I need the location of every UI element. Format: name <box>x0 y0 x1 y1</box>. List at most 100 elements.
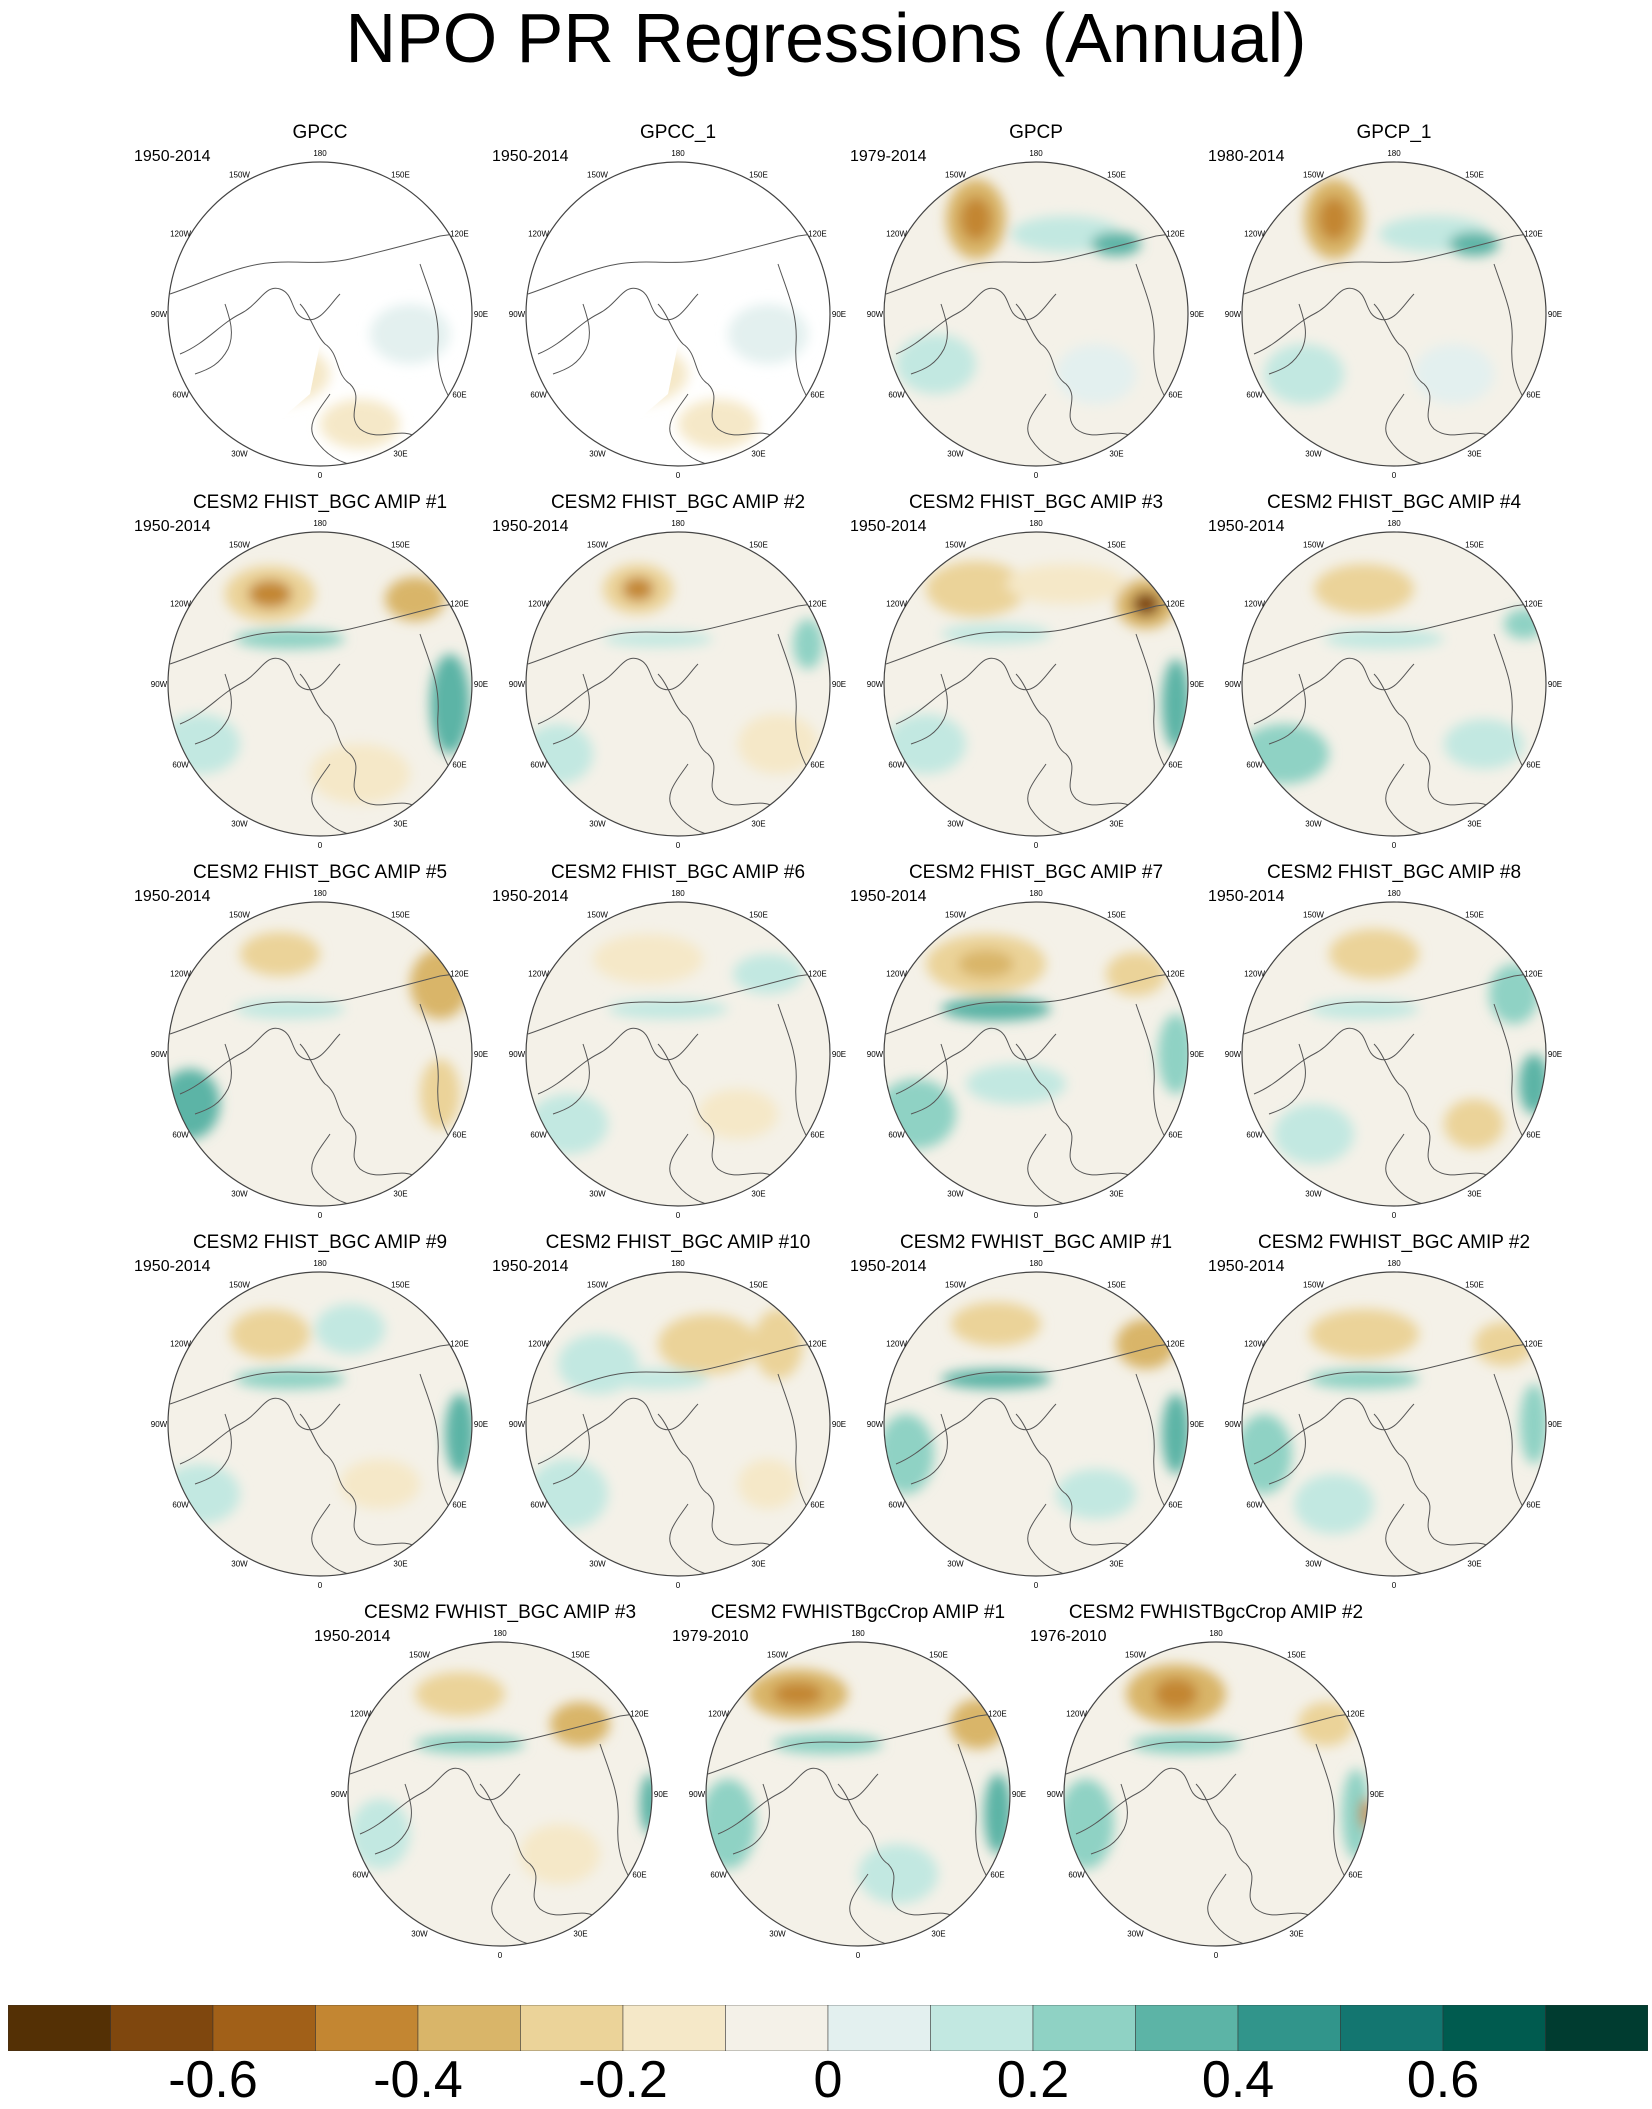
longitude-label: 60E <box>1526 1131 1540 1140</box>
colorbar-swatch <box>315 2005 419 2051</box>
coastline <box>669 1503 719 1576</box>
polar-map: 180 150E 120E 90E 60E 30E 0 30W 60W 90W 120W 150W <box>151 519 488 850</box>
map-field <box>1242 902 1546 1206</box>
longitude-label: 150E <box>391 171 410 180</box>
longitude-label: 30E <box>393 819 407 828</box>
coastline <box>669 1133 719 1206</box>
longitude-label: 120E <box>808 970 827 979</box>
coastline <box>419 1003 461 1155</box>
longitude-label: 30W <box>589 1559 606 1568</box>
panel-title: CESM2 FHIST_BGC AMIP #6 <box>550 862 806 883</box>
map-boundary <box>705 1641 1011 1947</box>
coastline <box>479 1783 631 1930</box>
longitude-label: 90W <box>151 1050 168 1059</box>
longitude-label: 180 <box>313 519 327 528</box>
longitude-label: 90W <box>689 1790 706 1799</box>
colorbar-swatch <box>212 2005 316 2051</box>
longitude-label: 180 <box>671 519 685 528</box>
map-field <box>526 162 830 466</box>
longitude-label: 60E <box>452 1131 466 1140</box>
map-panel: GPCC_1 1950-2014 180 150E 120E 90E 60E 30E 0 30W 6… <box>492 122 864 482</box>
polar-map: 180 150E 120E 90E 60E 30E 0 30W 60W 90W 120W 150W <box>331 1629 668 1960</box>
map-panel: CESM2 FWHISTBgcCrop AMIP #1 1979-2010 180 1… <box>672 1602 1044 1962</box>
panel-period: 1950-2014 <box>1208 1258 1285 1275</box>
longitude-label: 60E <box>452 391 466 400</box>
anomaly-region <box>958 950 1014 978</box>
anomaly-region <box>248 580 292 608</box>
longitude-label: 120W <box>170 230 191 239</box>
longitude-label: 120E <box>450 1340 469 1349</box>
coastline <box>1373 1413 1525 1560</box>
anomaly-region <box>658 1314 758 1374</box>
longitude-label: 150W <box>945 911 966 920</box>
longitude-label: 150E <box>1107 911 1126 920</box>
map-boundary <box>167 531 473 837</box>
coastline <box>527 231 829 295</box>
anomaly-region <box>1449 232 1499 256</box>
longitude-label: 180 <box>851 1629 865 1638</box>
map-boundary <box>883 161 1189 467</box>
longitude-label: 180 <box>313 889 327 898</box>
longitude-label: 150E <box>391 541 410 550</box>
coastline <box>1090 1783 1128 1855</box>
longitude-label: 180 <box>313 149 327 158</box>
longitude-label: 150E <box>749 1281 768 1290</box>
polar-map: 180 150E 120E 90E 60E 30E 0 30W 60W 90W 120W 150W <box>509 1259 846 1590</box>
longitude-label: 120E <box>450 230 469 239</box>
map-field <box>168 532 472 836</box>
longitude-label: 120E <box>1524 600 1543 609</box>
coastline <box>1027 1503 1077 1576</box>
coastline <box>374 1783 412 1855</box>
longitude-label: 30W <box>947 1559 964 1568</box>
colorbar-swatch <box>1442 2005 1546 2051</box>
map-field <box>884 1272 1188 1576</box>
coastline <box>1493 1373 1535 1525</box>
longitude-label: 30E <box>393 1189 407 1198</box>
longitude-label: 120E <box>1524 970 1543 979</box>
longitude-label: 0 <box>1392 1581 1397 1590</box>
panel-title: CESM2 FHIST_BGC AMIP #4 <box>1266 492 1522 513</box>
coastline <box>311 1133 361 1206</box>
longitude-label: 150E <box>571 1651 590 1660</box>
longitude-label: 60W <box>352 1871 369 1880</box>
coastline <box>777 263 819 415</box>
anomaly-region <box>420 1059 460 1129</box>
longitude-label: 90E <box>1548 1050 1562 1059</box>
coastline <box>537 287 699 355</box>
coastline <box>552 1413 590 1485</box>
missing-data-mask <box>168 162 472 264</box>
longitude-label: 150W <box>229 171 250 180</box>
colorbar-tick-label: 0 <box>813 2051 843 2109</box>
anomaly-region <box>733 954 803 994</box>
longitude-label: 60W <box>530 761 547 770</box>
anomaly-region <box>415 1672 505 1716</box>
longitude-label: 120W <box>528 970 549 979</box>
panel-period: 1950-2014 <box>492 148 569 165</box>
map-boundary <box>1241 531 1547 837</box>
longitude-label: 60E <box>452 1501 466 1510</box>
longitude-label: 90W <box>331 1790 348 1799</box>
polar-map: 180 150E 120E 90E 60E 30E 0 30W 60W 90W 120W 150W <box>1225 889 1562 1220</box>
anomaly-region <box>230 1309 310 1359</box>
longitude-label: 30E <box>1467 1559 1481 1568</box>
longitude-label: 90E <box>474 310 488 319</box>
anomaly-region <box>1324 629 1444 649</box>
panel-title: CESM2 FHIST_BGC AMIP #5 <box>192 862 448 883</box>
map-boundary <box>167 901 473 1207</box>
coastline <box>1373 673 1525 820</box>
coastline <box>299 1413 451 1560</box>
anomaly-region <box>793 619 823 669</box>
coastline <box>910 1043 948 1115</box>
polar-map: 180 150E 120E 90E 60E 30E 0 30W 60W 90W 120W 150W <box>1225 1259 1562 1590</box>
longitude-label: 150W <box>229 911 250 920</box>
longitude-label: 90W <box>867 1050 884 1059</box>
longitude-label: 120E <box>808 1340 827 1349</box>
coastline <box>311 393 361 466</box>
coastline <box>657 673 809 820</box>
longitude-label: 90E <box>474 1420 488 1429</box>
longitude-label: 60W <box>710 1871 727 1880</box>
coastline <box>179 657 341 725</box>
map-panel: CESM2 FHIST_BGC AMIP #5 1950-2014 180 150E 1… <box>134 862 506 1222</box>
anomaly-region <box>984 1774 1010 1854</box>
panel-period: 1950-2014 <box>134 888 211 905</box>
